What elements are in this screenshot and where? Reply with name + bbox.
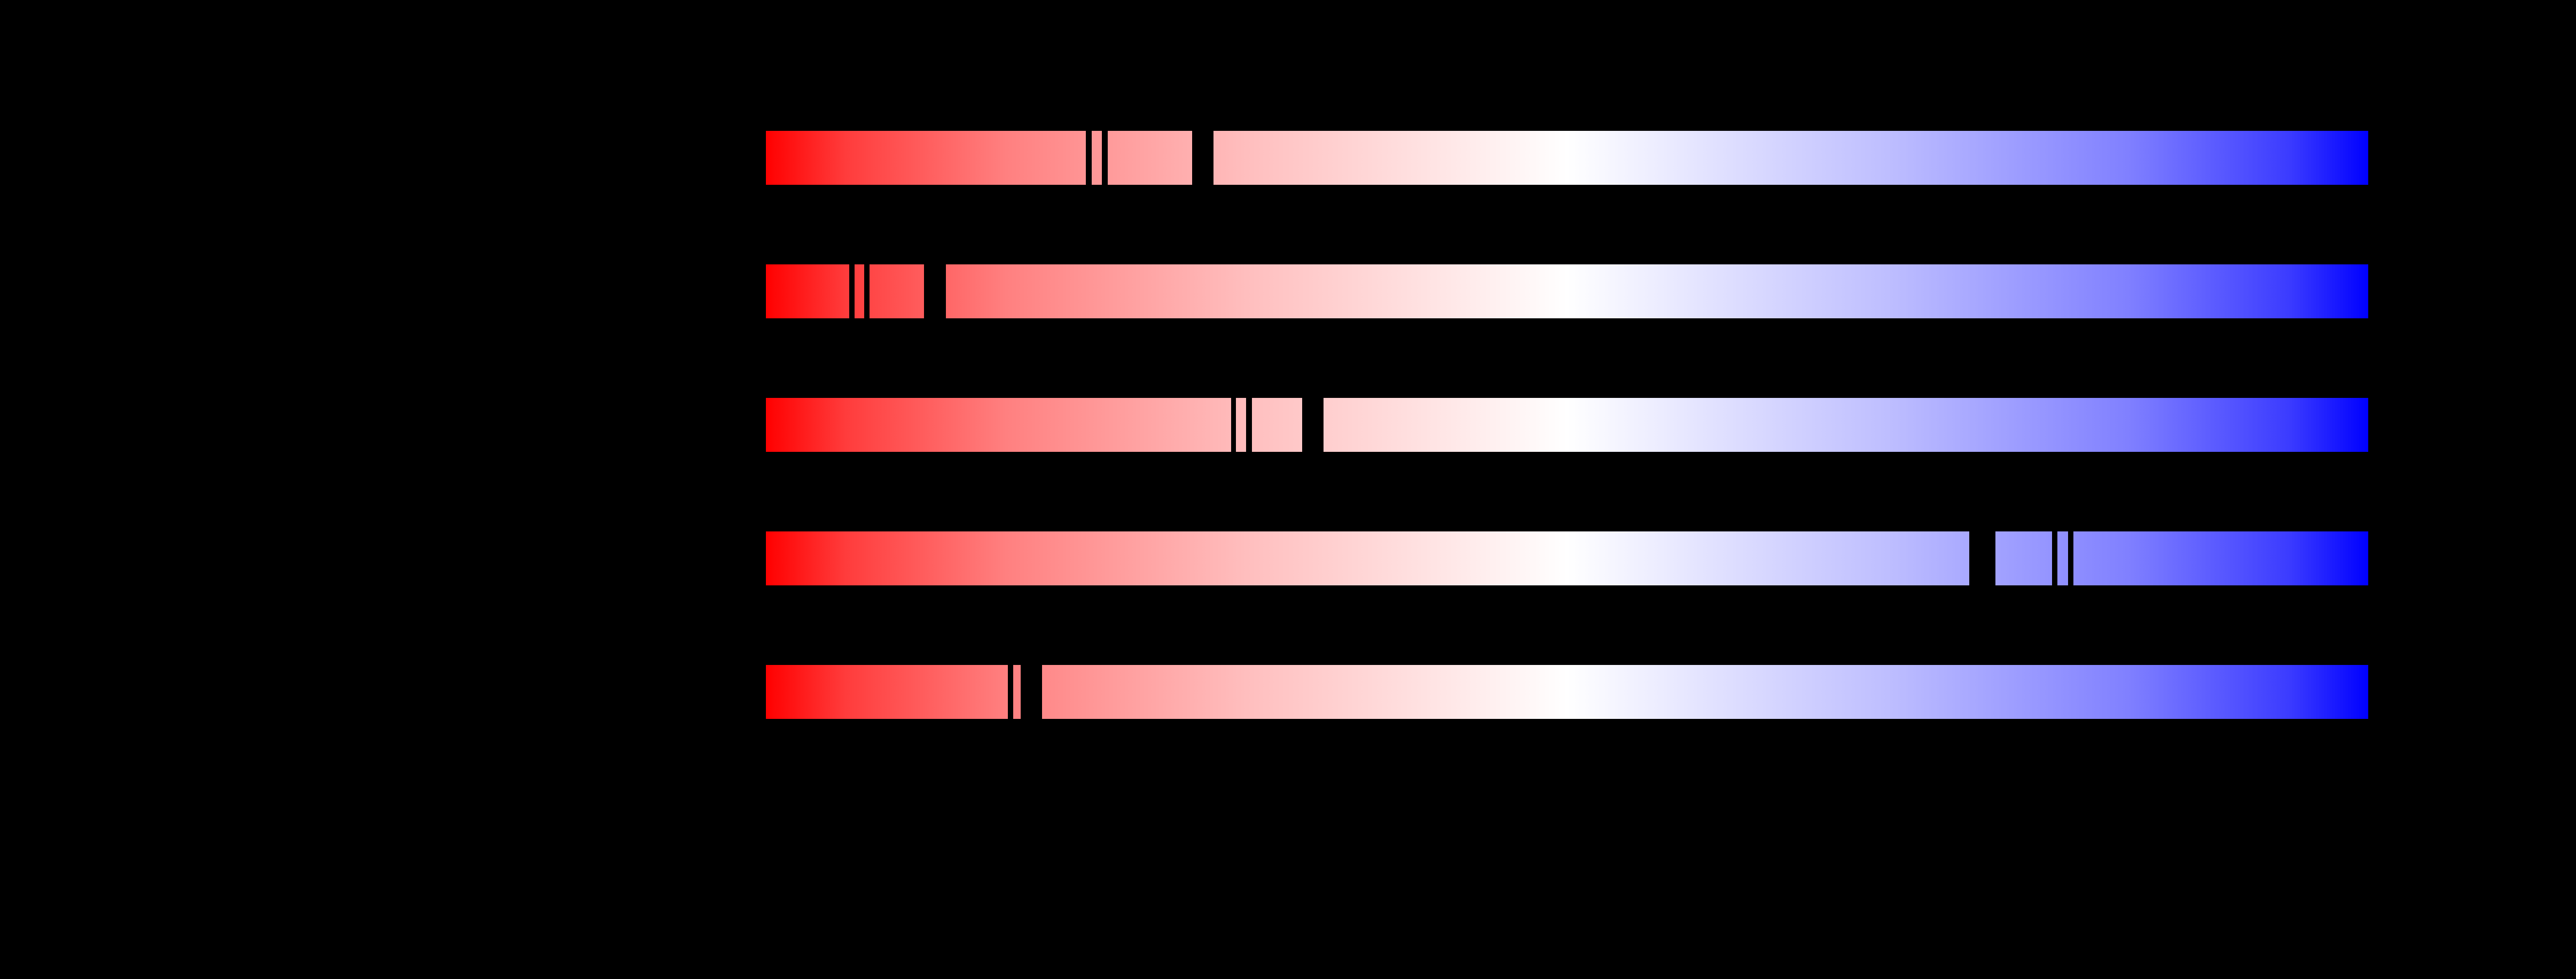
interval-gap-mark [1192, 130, 1213, 185]
gradient-bar-row-5 [766, 664, 2368, 719]
interval-gap-mark [1021, 664, 1042, 719]
tick-mark [2052, 531, 2057, 586]
tick-mark [1086, 130, 1092, 185]
interval-gap-mark [1302, 397, 1324, 452]
gradient-bar-row-2 [766, 264, 2368, 319]
tick-mark [1246, 397, 1252, 452]
gradient-bar-row-3 [766, 397, 2368, 452]
tick-mark [2068, 531, 2073, 586]
interval-gap-mark [924, 264, 946, 319]
tick-mark [849, 264, 855, 319]
tick-mark [1008, 664, 1013, 719]
gradient-bar-row-1 [766, 130, 2368, 185]
tick-mark [864, 264, 870, 319]
tick-mark [1231, 397, 1236, 452]
gradient-bar-row-4 [766, 531, 2368, 586]
tick-mark [1102, 130, 1108, 185]
interval-gap-mark [1969, 531, 1995, 586]
